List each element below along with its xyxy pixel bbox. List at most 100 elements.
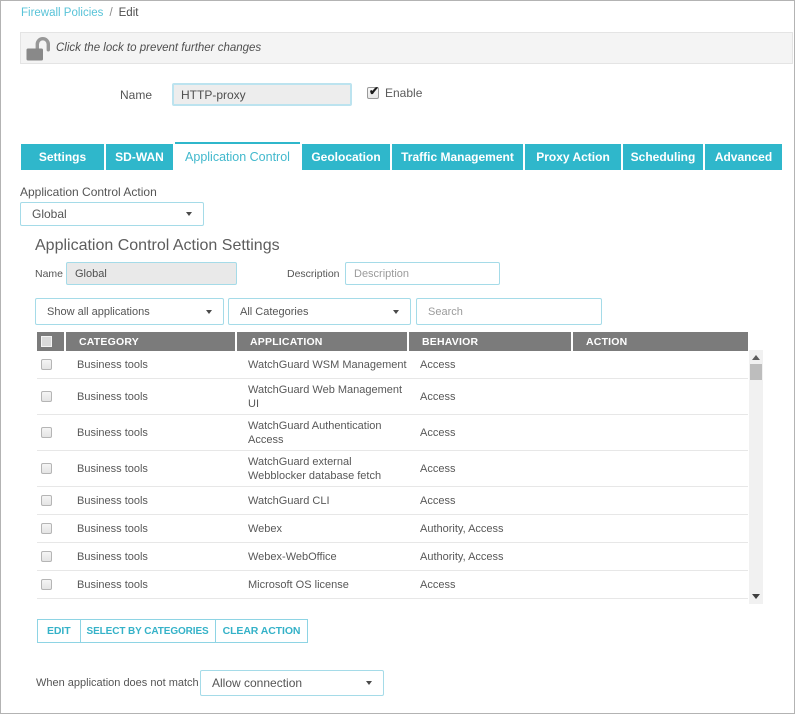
table-header-checkbox-cell [37,332,64,351]
tab[interactable]: Application Control [175,142,300,170]
enable-checkbox-group: ✔ Enable [367,84,423,100]
table-row[interactable]: Business tools Webex Authority, Access [37,515,748,543]
cell-category: Business tools [77,578,148,591]
enable-checkbox[interactable]: ✔ [367,84,380,99]
row-checkbox[interactable] [41,391,52,402]
show-applications-select[interactable]: Show all applications [35,298,224,325]
application-control-action-select[interactable]: Global [20,202,204,226]
selected-value: Global [32,207,67,221]
tab[interactable]: Advanced [705,144,782,170]
edit-button[interactable]: EDIT [37,619,81,643]
selected-value: Show all applications [47,305,150,318]
tab-label: Advanced [714,150,773,164]
cell-category: Business tools [77,494,148,507]
tab[interactable]: Traffic Management [392,144,523,170]
cell-behavior: Authority, Access [420,550,504,563]
caret-down-icon [186,212,192,216]
table-header-row: CATEGORY APPLICATION BEHAVIOR ACTION [37,332,748,351]
row-checkbox-cell [37,356,64,374]
tab-label: Settings [38,150,87,164]
breadcrumb-firewall-policies-link[interactable]: Firewall Policies [21,7,104,19]
settings-description-input[interactable] [345,262,500,285]
cell-action [571,497,748,504]
table-row[interactable]: Business tools WatchGuard Web Management… [37,379,748,415]
cell-behavior: Access [420,358,456,371]
cell-action [571,553,748,560]
scrollbar-down-icon[interactable] [752,594,760,599]
cell-application: WatchGuard external Webblocker database … [248,455,382,482]
row-checkbox-cell [37,388,64,406]
cell-category: Business tools [77,462,148,475]
cell-category: Business tools [77,550,148,563]
cell-application: Webex [248,522,283,535]
policy-tabs: Settings SD-WAN Application Control Geol… [21,142,784,170]
policy-name-label: Name [119,88,152,102]
tab-label: Geolocation [311,150,381,164]
cell-behavior: Access [420,494,456,507]
categories-select[interactable]: All Categories [228,298,411,325]
no-match-label: When application does not match [36,677,199,689]
checkmark-icon: ✔ [369,84,380,98]
table-row[interactable]: Business tools WatchGuard CLI Access [37,487,748,515]
cell-behavior: Access [420,578,456,591]
caret-down-icon [206,309,212,314]
search-input[interactable] [416,298,602,325]
applications-table: CATEGORY APPLICATION BEHAVIOR ACTION Bus… [37,332,764,604]
cell-behavior: Authority, Access [420,522,504,535]
row-checkbox-cell [37,576,64,594]
tab[interactable]: Scheduling [623,144,703,170]
table-row[interactable]: Business tools Webex-WebOffice Authority… [37,543,748,571]
cell-action [571,581,748,588]
column-header-category: CATEGORY [64,332,235,351]
settings-name-input[interactable] [66,262,237,285]
caret-down-icon [393,309,399,314]
row-checkbox-cell [37,460,64,478]
tab[interactable]: Geolocation [302,144,390,170]
cell-application: Webex-WebOffice [248,550,337,563]
tab[interactable]: Proxy Action [525,144,621,170]
row-checkbox-cell [37,492,64,510]
tab-label: Application Control [185,150,290,164]
tab[interactable]: SD-WAN [106,144,173,170]
cell-application: Microsoft OS license [248,578,349,591]
column-header-application: APPLICATION [235,332,407,351]
select-by-categories-button[interactable]: SELECT BY CATEGORIES [79,619,216,643]
row-checkbox[interactable] [41,359,52,370]
cell-application: WatchGuard CLI [248,494,330,507]
cell-action [571,361,748,368]
tab[interactable]: Settings [21,144,104,170]
scrollbar-up-icon[interactable] [752,355,760,360]
breadcrumb-separator: / [109,7,113,19]
cell-category: Business tools [77,426,148,439]
breadcrumb-current-page: Edit [118,7,139,19]
cell-category: Business tools [77,390,148,403]
row-checkbox[interactable] [41,463,52,474]
tab-label: Traffic Management [401,150,514,164]
table-scrollbar[interactable] [749,350,763,604]
cell-category: Business tools [77,358,148,371]
table-row[interactable]: Business tools WatchGuard Authentication… [37,415,748,451]
selected-value: Allow connection [212,676,303,690]
select-all-checkbox[interactable] [41,336,52,347]
enable-label: Enable [385,86,423,100]
row-checkbox[interactable] [41,495,52,506]
row-checkbox[interactable] [41,427,52,438]
cell-action [571,465,748,472]
unlock-icon[interactable] [25,36,53,62]
table-action-buttons: EDIT SELECT BY CATEGORIES CLEAR ACTION [37,619,309,643]
row-checkbox[interactable] [41,523,52,534]
breadcrumb: Firewall Policies / Edit [21,7,138,19]
row-checkbox[interactable] [41,579,52,590]
row-checkbox[interactable] [41,551,52,562]
table-row[interactable]: Business tools WatchGuard external Webbl… [37,451,748,487]
policy-name-input[interactable] [172,83,352,106]
scrollbar-thumb[interactable] [750,364,762,380]
table-row[interactable]: Business tools WatchGuard WSM Management… [37,351,748,379]
clear-action-button[interactable]: CLEAR ACTION [214,619,309,643]
no-match-select[interactable]: Allow connection [200,670,384,696]
row-checkbox-cell [37,424,64,442]
table-row[interactable]: Business tools Microsoft OS license Acce… [37,571,748,599]
settings-heading: Application Control Action Settings [35,237,280,254]
row-checkbox-cell [37,548,64,566]
